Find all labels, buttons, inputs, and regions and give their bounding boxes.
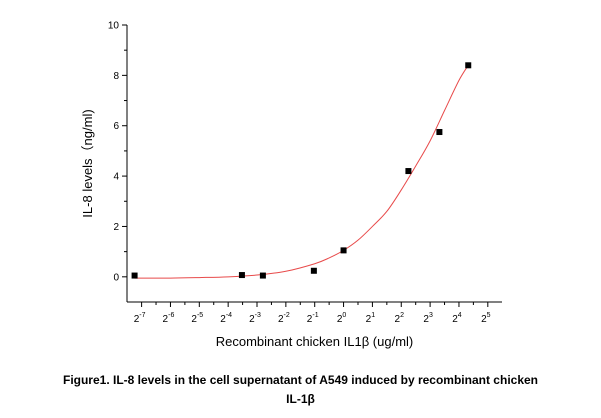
x-tick-label: 24 xyxy=(452,312,462,325)
y-tick-label: 6 xyxy=(113,121,119,132)
y-tick-label: 2 xyxy=(113,222,119,233)
y-axis-ticks: 0 2 4 6 8 10 xyxy=(108,21,127,283)
x-tick-label: 22 xyxy=(395,312,405,325)
x-tick-label: 25 xyxy=(481,312,491,325)
data-point xyxy=(259,272,266,279)
x-tick-label: 2-3 xyxy=(249,312,261,325)
x-tick-label: 21 xyxy=(366,312,376,325)
x-tick-label: 2-4 xyxy=(220,312,232,325)
fit-curve xyxy=(134,65,469,279)
data-point xyxy=(310,267,317,274)
data-point xyxy=(405,168,412,175)
figure-caption: Figure1. IL-8 levels in the cell superna… xyxy=(0,371,601,409)
x-axis-title: Recombinant chicken IL1β (ug/ml) xyxy=(216,334,414,349)
y-tick-label: 10 xyxy=(108,21,120,32)
data-point xyxy=(465,62,472,69)
caption-line-2: IL-1β xyxy=(286,392,315,406)
caption-line-1: Figure1. IL-8 levels in the cell superna… xyxy=(62,373,538,387)
y-axis-title: IL-8 levels（ng/ml) xyxy=(80,109,95,217)
x-tick-label: 2-5 xyxy=(191,312,203,325)
axes xyxy=(126,25,502,303)
chart: 2-7 2-6 2-5 2-4 2-3 2-2 2-1 20 21 22 23 24 25 024681… xyxy=(80,21,502,349)
x-tick-label: 2-1 xyxy=(307,312,319,325)
data-point xyxy=(238,272,245,279)
x-tick-label: 20 xyxy=(337,312,347,325)
x-axis-ticks: 2-7 2-6 2-5 2-4 2-3 2-2 2-1 20 21 22 23 24 25 xyxy=(134,302,491,325)
data-point xyxy=(131,272,138,279)
data-point xyxy=(436,129,443,136)
data-point xyxy=(340,247,347,254)
data-points xyxy=(131,62,472,279)
y-tick-label: 4 xyxy=(113,172,119,183)
x-tick-label: 2-7 xyxy=(134,312,146,325)
y-tick-label: 0 xyxy=(113,272,119,283)
y-tick-label: 8 xyxy=(113,71,119,82)
x-tick-label: 2-6 xyxy=(163,312,175,325)
x-tick-label: 23 xyxy=(423,312,433,325)
x-tick-label: 2-2 xyxy=(278,312,290,325)
